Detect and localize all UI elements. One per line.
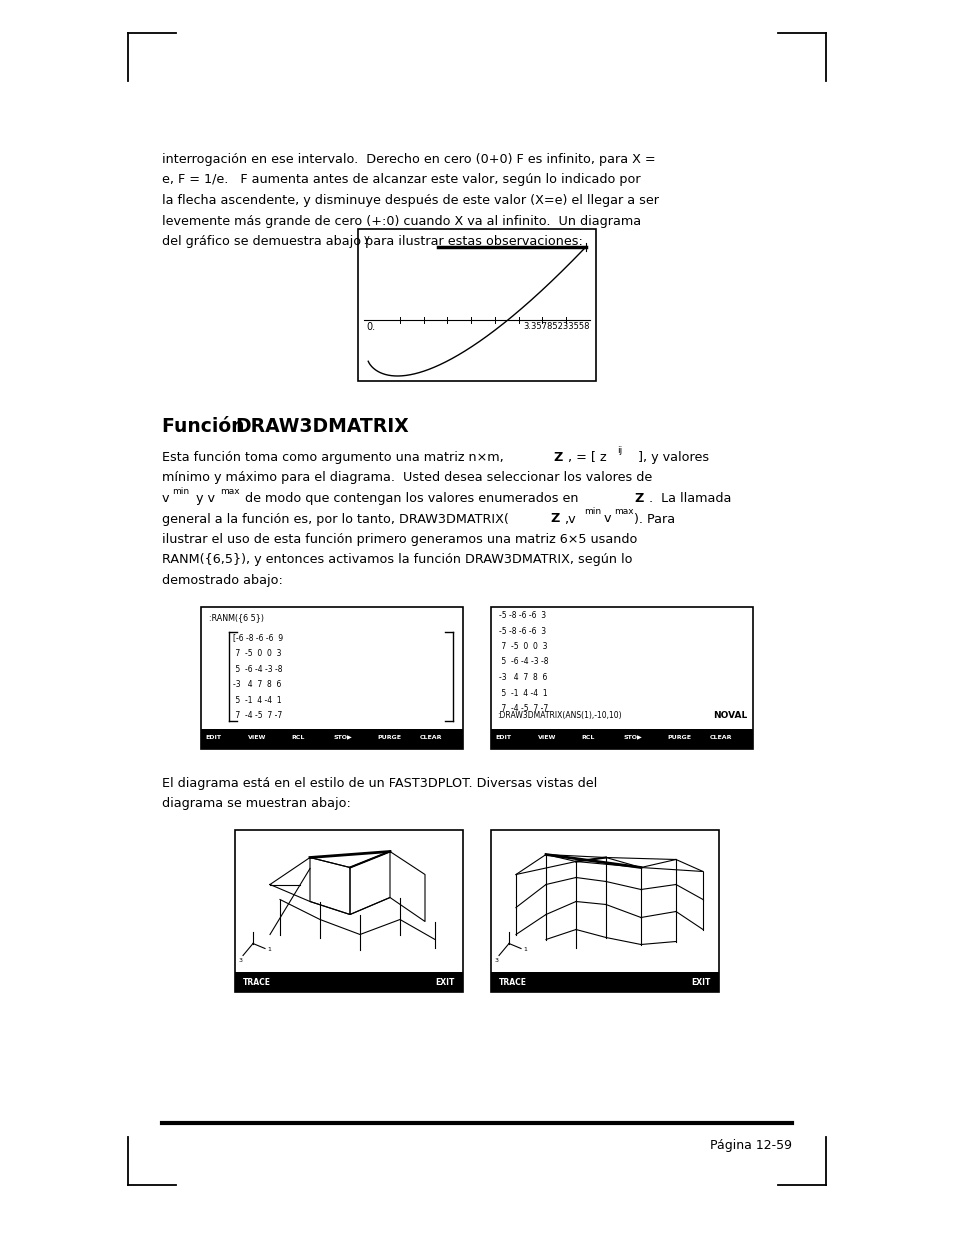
Text: 5  -6 -4 -3 -8: 5 -6 -4 -3 -8 (498, 657, 548, 667)
Text: STO▶: STO▶ (623, 735, 642, 740)
Text: VIEW: VIEW (537, 735, 556, 740)
Text: EDIT: EDIT (495, 735, 511, 740)
Text: :RANM({6 5}): :RANM({6 5}) (209, 614, 264, 622)
Bar (234, 972, 462, 992)
Text: ], y valores: ], y valores (634, 451, 708, 464)
Text: 5  -1  4 -4  1: 5 -1 4 -4 1 (498, 688, 547, 698)
Text: PURGE: PURGE (666, 735, 690, 740)
Bar (491, 729, 752, 748)
Text: CLEAR: CLEAR (419, 735, 442, 740)
Text: EXIT: EXIT (436, 977, 455, 987)
Text: -3   4  7  8  6: -3 4 7 8 6 (498, 673, 547, 682)
Text: 1: 1 (522, 947, 526, 952)
Text: v: v (162, 492, 170, 505)
Text: CLEAR: CLEAR (709, 735, 732, 740)
Text: , = [ z: , = [ z (567, 451, 606, 464)
Text: 3: 3 (239, 957, 243, 962)
Text: TRACE: TRACE (498, 977, 526, 987)
Text: Página 12-59: Página 12-59 (709, 1139, 791, 1152)
Bar (234, 830, 462, 992)
Text: RCL: RCL (291, 735, 304, 740)
Text: 1: 1 (267, 947, 271, 952)
Text: EXIT: EXIT (691, 977, 710, 987)
Text: El diagrama está en el estilo de un FAST3DPLOT. Diversas vistas del: El diagrama está en el estilo de un FAST… (162, 777, 597, 789)
Text: PURGE: PURGE (376, 735, 400, 740)
Text: min: min (583, 508, 600, 516)
Text: [-6 -8 -6 -6  9: [-6 -8 -6 -6 9 (233, 634, 283, 642)
Text: max: max (614, 508, 633, 516)
Text: .  La llamada: . La llamada (648, 492, 731, 505)
Text: del gráfico se demuestra abajo para ilustrar estas observaciones:: del gráfico se demuestra abajo para ilus… (162, 235, 582, 248)
Text: v: v (603, 513, 611, 526)
Text: Z: Z (550, 513, 558, 526)
Bar (491, 972, 719, 992)
Bar (201, 729, 462, 748)
Text: 7  -5  0  0  3: 7 -5 0 0 3 (498, 642, 547, 651)
Text: Z: Z (553, 451, 561, 464)
Text: y: y (364, 233, 370, 245)
Text: TRACE: TRACE (243, 977, 271, 987)
Text: mínimo y máximo para el diagrama.  Usted desea seleccionar los valores de: mínimo y máximo para el diagrama. Usted … (162, 472, 652, 484)
Text: demostrado abajo:: demostrado abajo: (162, 574, 283, 587)
Text: general a la función es, por lo tanto, DRAW3DMATRIX(: general a la función es, por lo tanto, D… (162, 513, 508, 526)
Text: diagrama se muestran abajo:: diagrama se muestran abajo: (162, 797, 351, 810)
Text: 5  -6 -4 -3 -8: 5 -6 -4 -3 -8 (233, 664, 282, 673)
Text: de modo que contengan los valores enumerados en: de modo que contengan los valores enumer… (241, 492, 582, 505)
Text: STO▶: STO▶ (334, 735, 353, 740)
Text: 7  -4 -5  7 -7: 7 -4 -5 7 -7 (233, 711, 282, 720)
Text: min: min (172, 487, 189, 496)
Text: y v: y v (192, 492, 214, 505)
Text: max: max (220, 487, 239, 496)
Text: 7  -5  0  0  3: 7 -5 0 0 3 (233, 650, 281, 658)
Text: RANM({6,5}), y entonces activamos la función DRAW3DMATRIX, según lo: RANM({6,5}), y entonces activamos la fun… (162, 553, 632, 567)
Text: EDIT: EDIT (205, 735, 221, 740)
Text: ij: ij (617, 446, 621, 454)
Bar (491, 606, 752, 748)
Bar (491, 830, 719, 992)
Text: VIEW: VIEW (248, 735, 266, 740)
Text: Esta función toma como argumento una matriz n×m,: Esta función toma como argumento una mat… (162, 451, 507, 464)
Text: 0.: 0. (366, 322, 375, 332)
Text: DRAW3DMATRIX: DRAW3DMATRIX (234, 417, 408, 436)
Text: -3   4  7  8  6: -3 4 7 8 6 (233, 680, 281, 689)
Text: ,v: ,v (563, 513, 575, 526)
Text: 3.35785233558: 3.35785233558 (523, 322, 589, 331)
Text: 5  -1  4 -4  1: 5 -1 4 -4 1 (233, 695, 281, 704)
Text: ilustrar el uso de esta función primero generamos una matriz 6×5 usando: ilustrar el uso de esta función primero … (162, 534, 637, 546)
Text: RCL: RCL (580, 735, 594, 740)
Text: 3: 3 (495, 957, 498, 962)
Bar (357, 228, 596, 382)
Text: -5 -8 -6 -6  3: -5 -8 -6 -6 3 (498, 626, 545, 636)
Text: -5 -8 -6 -6  3: -5 -8 -6 -6 3 (498, 611, 545, 620)
Text: Z: Z (634, 492, 642, 505)
Text: :DRAW3DMATRIX(ANS(1),-10,10): :DRAW3DMATRIX(ANS(1),-10,10) (497, 710, 621, 720)
Text: interrogación en ese intervalo.  Derecho en cero (0+0) F es infinito, para X =: interrogación en ese intervalo. Derecho … (162, 153, 655, 165)
Text: Función: Función (162, 417, 251, 436)
Text: e, F = 1/e.   F aumenta antes de alcanzar este valor, según lo indicado por: e, F = 1/e. F aumenta antes de alcanzar … (162, 173, 640, 186)
Text: la flecha ascendente, y disminuye después de este valor (X=e) el llegar a ser: la flecha ascendente, y disminuye despué… (162, 194, 659, 207)
Bar (201, 606, 462, 748)
Text: ). Para: ). Para (634, 513, 675, 526)
Text: NOVAL: NOVAL (712, 710, 746, 720)
Text: levemente más grande de cero (+:0) cuando X va al infinito.  Un diagrama: levemente más grande de cero (+:0) cuand… (162, 215, 640, 227)
Text: 7  -4 -5  7 -7: 7 -4 -5 7 -7 (498, 704, 548, 713)
